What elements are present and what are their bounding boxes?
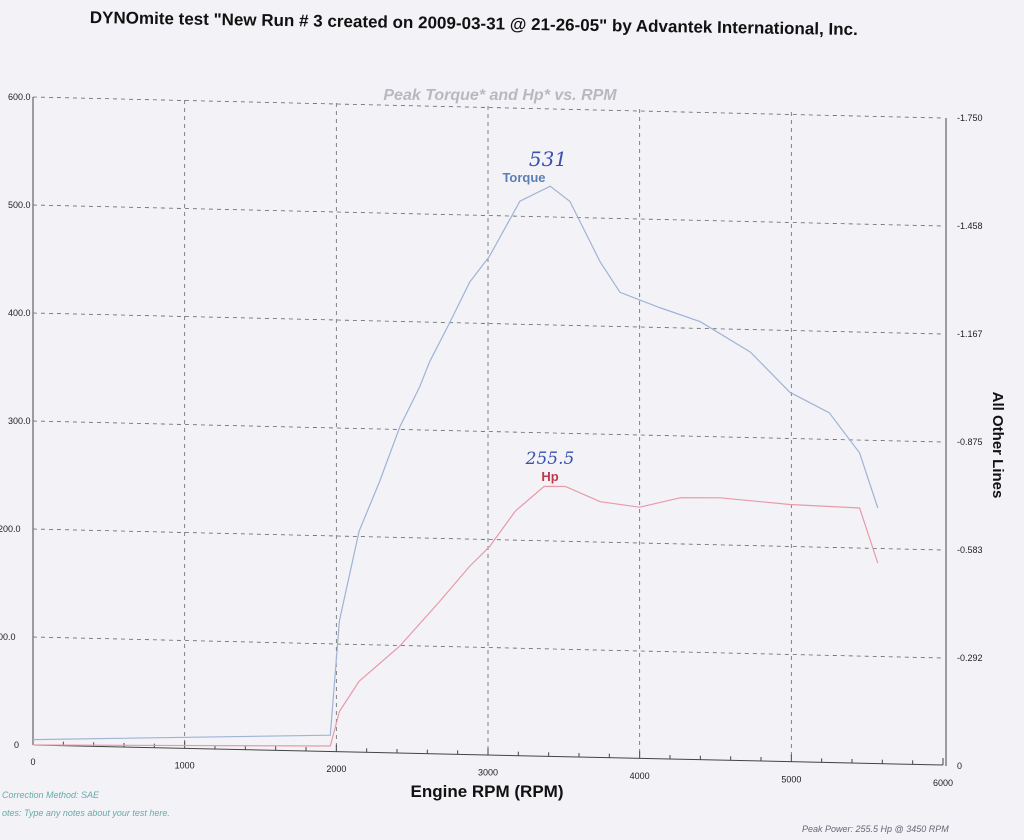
test-notes: otes: Type any notes about your test her… — [2, 808, 170, 818]
handwritten-annotation: 531 — [529, 147, 567, 171]
peak-power: Peak Power: 255.5 Hp @ 3450 RPM — [802, 824, 949, 834]
handwritten-annotation: 255.5 — [525, 449, 575, 469]
grid-line-y — [32, 420, 944, 443]
x-tick-label: 5000 — [781, 775, 801, 785]
series-label-torque: Torque — [502, 170, 545, 185]
y-right-tick-label: -1.167 — [957, 329, 983, 339]
chart-title: Peak Torque* and Hp* vs. RPM — [383, 87, 617, 104]
y-tick-label: 200.0 — [0, 524, 21, 534]
y-tick-label: 500.0 — [8, 200, 31, 210]
y-tick-label: 600.0 — [8, 92, 31, 102]
series-line-hp — [32, 485, 879, 747]
y-tick-label: 0 — [14, 740, 19, 750]
x-tick-label: 2000 — [326, 764, 346, 774]
correction-method: Correction Method: SAE — [2, 790, 100, 800]
y-right-axis-label: All Other Lines — [989, 392, 1006, 499]
x-tick-label: 1000 — [175, 761, 195, 771]
y-tick-label: 300.0 — [8, 416, 31, 426]
y-tick-label: 400.0 — [8, 308, 31, 318]
grid-line-y — [32, 636, 944, 659]
series-line-torque — [32, 185, 879, 741]
grid-line-y — [32, 204, 944, 227]
y-right-tick-label: 0 — [957, 761, 962, 771]
x-tick-label: 3000 — [478, 768, 498, 778]
series-label-hp: Hp — [541, 469, 558, 484]
x-axis-label: Engine RPM (RPM) — [411, 782, 564, 801]
y-right-tick-label: -1.750 — [957, 113, 983, 123]
x-tick-label: 4000 — [630, 771, 650, 781]
y-right-tick-label: -0.292 — [957, 653, 983, 663]
y-right-tick-label: -0.583 — [957, 545, 983, 555]
y-right-tick-label: -0.875 — [957, 437, 983, 447]
x-tick-label: 6000 — [933, 778, 953, 788]
y-right-tick-label: -1.458 — [957, 221, 983, 231]
x-tick-label: 0 — [30, 757, 35, 767]
y-tick-label: 00.0 — [0, 632, 16, 642]
